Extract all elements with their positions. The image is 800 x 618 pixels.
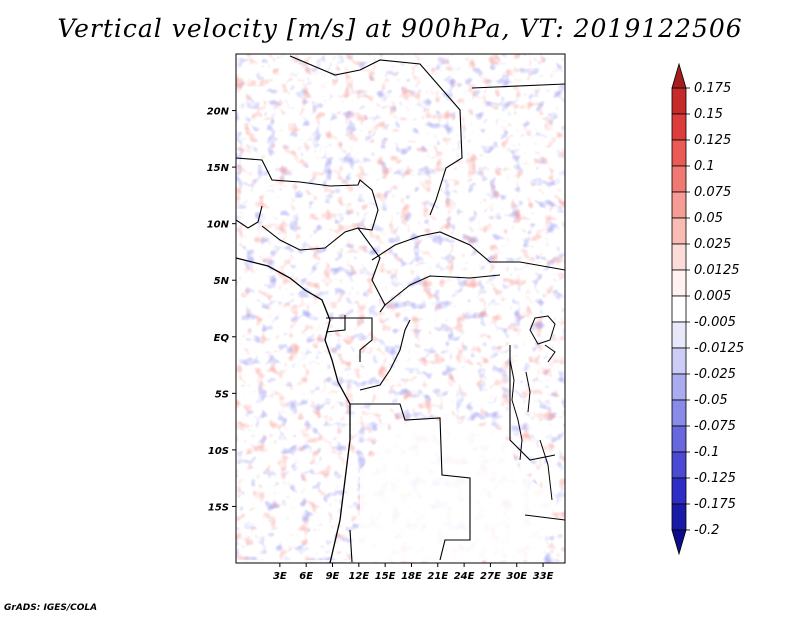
colorbar-label: 0.175	[694, 81, 731, 96]
colorbar-label: -0.05	[694, 393, 728, 408]
colorbar-swatch	[671, 269, 687, 297]
colorbar-label: -0.1	[694, 445, 719, 460]
colorbar-swatch	[671, 373, 687, 401]
velocity-field	[236, 54, 565, 563]
x-tick-label: 18E	[401, 571, 422, 582]
colorbar-label: -0.025	[694, 367, 736, 382]
plot-frame	[235, 53, 566, 564]
colorbar-swatch	[671, 217, 687, 245]
colorbar-label: 0.025	[694, 237, 731, 252]
colorbar-swatch	[671, 113, 687, 141]
y-tick-label: 15S	[208, 502, 229, 513]
colorbar-swatch	[671, 139, 687, 167]
x-axis: 3E 6E 9E 12E 15E 18E 21E 24E 27E 30E 33E	[273, 563, 554, 582]
colorbar-swatch	[671, 425, 687, 453]
y-tick-label: 5S	[215, 389, 229, 400]
colorbar-label: 0.1	[694, 159, 715, 174]
colorbar-label: 0.005	[694, 289, 731, 304]
colorbar-label: -0.2	[694, 523, 719, 538]
colorbar-swatch	[671, 321, 687, 349]
y-axis: 20N 15N 10N 5N EQ 5S 10S 15S	[207, 107, 236, 513]
x-tick-label: 3E	[273, 571, 287, 582]
colorbar-label: -0.075	[694, 419, 736, 434]
chart-title: Vertical velocity [m/s] at 900hPa, VT: 2…	[57, 14, 743, 43]
colorbar-swatch	[671, 477, 687, 505]
x-tick-label: 33E	[533, 571, 554, 582]
colorbar-swatch	[671, 191, 687, 219]
colorbar-label: 0.075	[694, 185, 731, 200]
colorbar-label: 0.15	[694, 107, 723, 122]
colorbar-legend: 0.175 0.15 0.125 0.1 0.075 0.05 0.025 0.0125 0.0…	[671, 62, 744, 556]
colorbar-swatch	[671, 451, 687, 479]
x-tick-label: 12E	[348, 571, 369, 582]
colorbar-label: 0.125	[694, 133, 731, 148]
x-tick-label: 9E	[326, 571, 340, 582]
colorbar-label: -0.0125	[694, 341, 744, 356]
x-tick-label: 30E	[506, 571, 527, 582]
colorbar-label: -0.175	[694, 497, 736, 512]
lakes	[509, 315, 556, 501]
blank-region	[236, 420, 555, 563]
software-credit: GrADS: IGES/COLA	[4, 603, 98, 613]
y-tick-label: 10S	[208, 446, 229, 457]
x-tick-label: 24E	[454, 571, 475, 582]
colorbar-label: 0.0125	[694, 263, 740, 278]
x-tick-label: 27E	[480, 571, 501, 582]
coastline	[236, 257, 351, 563]
x-tick-label: 21E	[427, 571, 448, 582]
colorbar-top-triangle	[671, 62, 687, 89]
colorbar-swatch	[671, 295, 687, 323]
colorbar-swatch	[671, 87, 687, 115]
colorbar-swatch	[671, 399, 687, 427]
colorbar-swatch	[671, 165, 687, 193]
colorbar-swatch	[671, 347, 687, 375]
colorbar-label: -0.005	[694, 315, 736, 330]
y-tick-label: 10N	[207, 220, 230, 231]
x-tick-label: 6E	[299, 571, 313, 582]
colorbar-swatch	[671, 243, 687, 271]
colorbar-label: 0.05	[694, 211, 723, 226]
y-tick-label: 20N	[207, 107, 230, 118]
colorbar-swatch	[671, 503, 687, 531]
y-tick-label: 15N	[207, 163, 230, 174]
y-tick-label: EQ	[214, 333, 230, 344]
x-tick-label: 15E	[375, 571, 396, 582]
colorbar-bottom-triangle	[671, 529, 687, 556]
country-boundaries	[236, 55, 565, 563]
y-tick-label: 5N	[214, 276, 230, 287]
colorbar-label: -0.125	[694, 471, 736, 486]
